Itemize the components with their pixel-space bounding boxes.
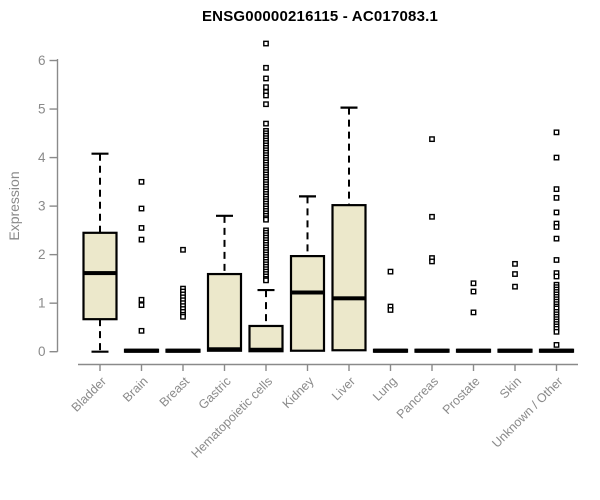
box-gastric: [206, 272, 243, 352]
y-tick-label: 4: [38, 150, 46, 165]
y-tick-label: 5: [38, 102, 46, 117]
outlier-point: [263, 84, 269, 91]
y-tick-label: 1: [38, 296, 46, 311]
outlier-point: [553, 273, 560, 280]
x-tick-label: Hematopoietic cells: [189, 374, 276, 461]
chart-title: ENSG00000216115 - AC017083.1: [201, 8, 439, 25]
median-line: [291, 290, 324, 295]
outlier-point: [553, 129, 560, 136]
x-tick-label: Gastric: [196, 374, 234, 412]
outlier-point: [553, 209, 560, 216]
outlier-point: [138, 327, 145, 334]
x-tick-label: Prostate: [440, 374, 483, 417]
y-tick-label: 3: [38, 199, 46, 214]
outlier-point: [553, 342, 560, 348]
median-line: [457, 348, 490, 353]
x-tick-label: Breast: [157, 374, 193, 410]
box-hematopoietic-cells: [248, 324, 284, 353]
outlier-point: [553, 257, 560, 263]
outlier-point: [180, 313, 186, 320]
x-tick-label: Brain: [120, 374, 151, 405]
box-liver: [331, 204, 367, 352]
median-line: [415, 348, 449, 353]
median-line: [125, 348, 158, 353]
outlier-point: [512, 271, 518, 277]
x-tick-label: Kidney: [280, 374, 317, 411]
outlier-point: [180, 246, 186, 253]
median-line: [540, 348, 573, 353]
x-tick-label: Skin: [497, 374, 524, 401]
x-tick-label: Lung: [370, 374, 400, 404]
median-line: [374, 348, 407, 353]
median-line: [249, 347, 283, 352]
outlier-point: [263, 277, 269, 284]
x-tick-label: Liver: [329, 374, 358, 403]
outlier-point: [470, 280, 477, 287]
outlier-point: [429, 136, 435, 143]
outlier-point: [138, 205, 145, 212]
outlier-point: [263, 75, 269, 82]
box-kidney: [289, 254, 326, 352]
outlier-point: [553, 235, 560, 242]
y-tick-label: 0: [38, 344, 46, 359]
outlier-point: [263, 101, 269, 108]
outlier-point: [470, 288, 477, 295]
x-tick-label: Bladder: [69, 374, 109, 414]
outlier-point: [263, 64, 269, 71]
median-line: [83, 271, 117, 276]
outlier-point: [138, 236, 145, 243]
outlier-point: [553, 224, 560, 230]
outlier-point: [470, 309, 477, 316]
median-line: [332, 296, 366, 301]
outlier-point: [553, 328, 560, 335]
median-line: [208, 347, 241, 352]
outlier-point: [553, 154, 560, 161]
outlier-point: [138, 296, 145, 303]
outlier-point: [263, 92, 269, 99]
outlier-point: [553, 186, 560, 193]
outlier-point: [429, 258, 435, 265]
outlier-point: [512, 283, 518, 290]
outlier-point: [263, 40, 269, 47]
outlier-point: [429, 213, 435, 220]
outlier-point: [387, 307, 394, 313]
median-line: [166, 348, 200, 353]
y-axis-label: Expression: [6, 171, 22, 241]
outlier-point: [553, 194, 560, 201]
outlier-point: [387, 268, 394, 275]
y-tick-label: 2: [38, 247, 46, 262]
x-tick-label: Unknown / Other: [489, 374, 565, 450]
outlier-point: [263, 120, 269, 127]
outlier-point: [138, 225, 145, 231]
y-tick-label: 6: [38, 53, 46, 68]
outlier-point: [512, 260, 518, 267]
x-tick-label: Pancreas: [394, 374, 441, 421]
box-bladder: [82, 231, 118, 321]
outlier-point: [263, 216, 269, 223]
outlier-point: [138, 178, 145, 185]
outlier-point: [138, 302, 145, 309]
median-line: [498, 348, 532, 353]
